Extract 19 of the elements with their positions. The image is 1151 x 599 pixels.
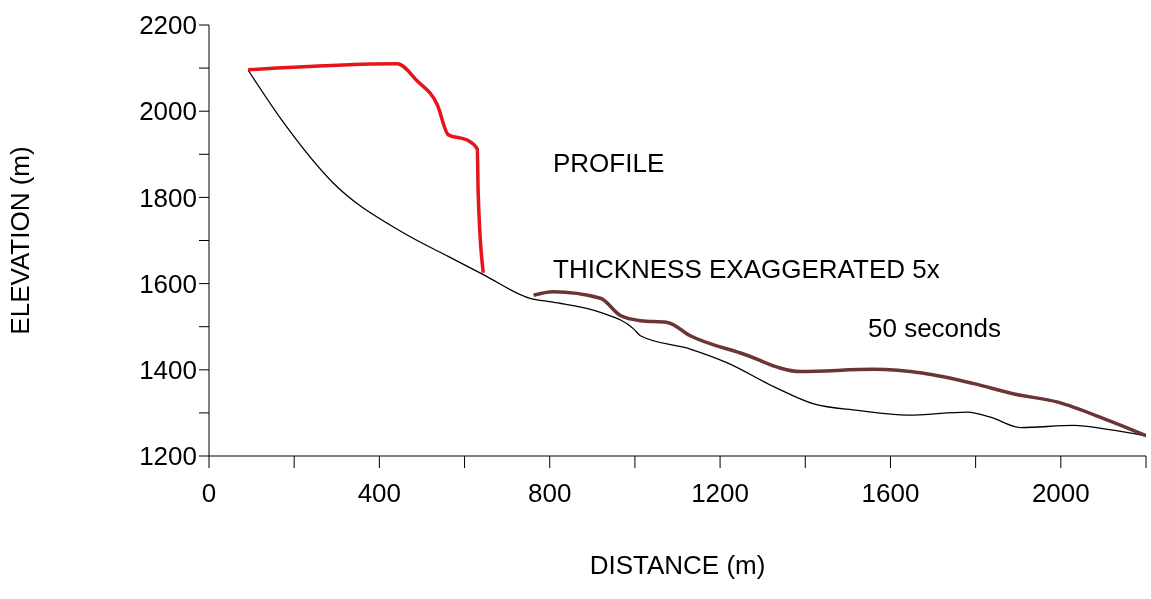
y-tick-label: 1200 [139, 441, 197, 472]
annotation: THICKNESS EXAGGERATED 5x [553, 254, 940, 285]
y-tick-label: 2200 [139, 10, 197, 41]
y-tick-label: 1400 [139, 355, 197, 386]
x-tick-label: 2000 [1031, 478, 1090, 509]
line-series [246, 62, 486, 275]
y-axis-title: ELEVATION (m) [5, 146, 36, 335]
x-tick-label: 1200 [691, 478, 750, 509]
y-tick-label: 2000 [139, 96, 197, 127]
y-tick-label: 1600 [139, 268, 197, 299]
x-tick-label: 400 [357, 478, 402, 509]
x-axis-title: DISTANCE (m) [589, 550, 766, 581]
annotation: PROFILE [553, 148, 665, 179]
x-tick-label: 800 [528, 478, 572, 509]
x-tick-label: 1600 [861, 478, 920, 509]
annotation: 50 seconds [868, 313, 1001, 344]
line-series [531, 290, 1146, 438]
x-tick-label: 0 [201, 478, 217, 509]
y-tick-label: 1800 [139, 182, 197, 213]
